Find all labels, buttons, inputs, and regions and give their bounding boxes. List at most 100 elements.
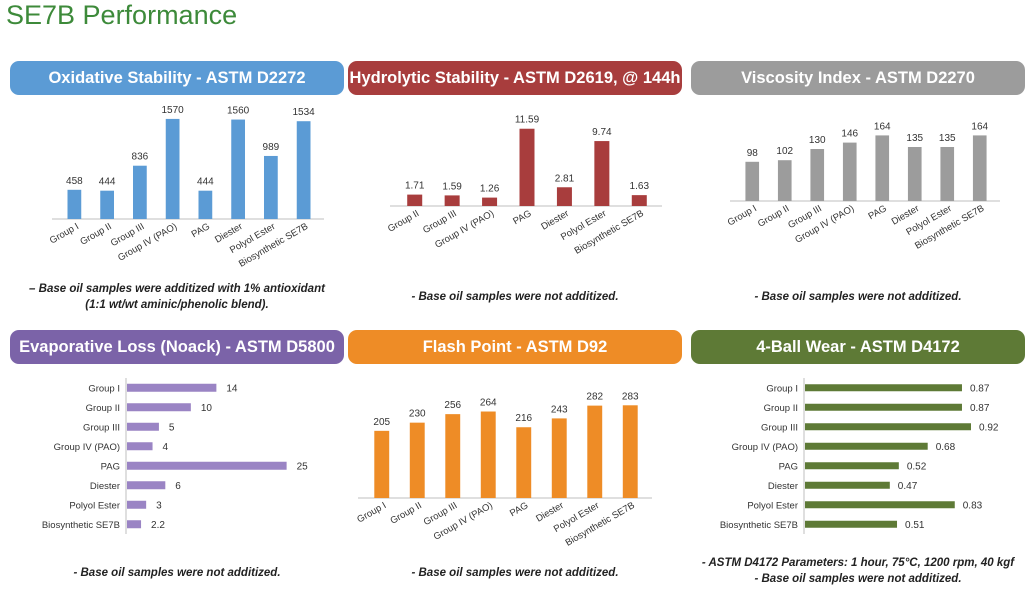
tick-label: Group II <box>389 500 424 527</box>
tick-label: Biosynthetic SE7B <box>42 520 120 531</box>
note-line: (1:1 wt/wt aminic/phenolic blend). <box>85 299 269 311</box>
data-label: 0.92 <box>979 422 999 433</box>
data-label: 135 <box>906 133 923 144</box>
data-label: 444 <box>197 177 214 188</box>
panel-note: - Base oil samples were not additized. <box>348 289 682 305</box>
data-label: 2.81 <box>555 173 575 184</box>
data-label: 4 <box>163 442 169 453</box>
bar <box>551 418 567 498</box>
page-title: SE7B Performance <box>6 0 238 30</box>
data-label: 1570 <box>162 105 185 116</box>
data-label: 989 <box>263 142 280 153</box>
bar <box>67 189 82 219</box>
tick-label: PAG <box>101 461 120 472</box>
bar <box>132 165 147 219</box>
tick-label: Group II <box>386 208 421 235</box>
tick-label: Group I <box>726 203 759 228</box>
panel-header: 4-Ball Wear - ASTM D4172 <box>691 330 1025 364</box>
note-line: - Base oil samples were not additized. <box>754 573 962 585</box>
bar <box>127 442 153 451</box>
bar <box>805 462 899 470</box>
data-label: 0.52 <box>907 461 927 472</box>
oxidative-stability-panel: Oxidative Stability - ASTM D2272 458 Grou… <box>10 61 344 311</box>
bar <box>296 121 311 219</box>
bar <box>127 461 287 470</box>
tick-label: Group II <box>764 403 798 414</box>
tick-label: Biosynthetic SE7B <box>573 208 646 257</box>
bar <box>622 405 638 498</box>
panel-header: Evaporative Loss (Noack) - ASTM D5800 <box>10 330 344 364</box>
bar <box>805 423 971 431</box>
data-label: 164 <box>874 121 891 132</box>
bar <box>100 190 115 219</box>
tick-label: Group IV (PAO) <box>732 442 798 453</box>
panel-header: Hydrolytic Stability - ASTM D2619, @ 144… <box>348 61 682 95</box>
bar <box>810 149 825 201</box>
data-label: 25 <box>297 461 309 472</box>
bar <box>631 195 647 206</box>
data-label: 1560 <box>227 106 250 117</box>
data-label: 0.87 <box>970 383 990 394</box>
data-label: 2.2 <box>151 520 165 531</box>
panel-header: Oxidative Stability - ASTM D2272 <box>10 61 344 95</box>
tick-label: Group II <box>86 403 120 414</box>
panel-note: - Base oil samples were not additized. <box>10 565 344 581</box>
data-label: 3 <box>156 500 162 511</box>
note-line: - Base oil samples were not additized. <box>411 291 619 303</box>
data-label: 243 <box>551 404 568 415</box>
data-label: 1.59 <box>442 181 462 192</box>
bar <box>940 147 955 201</box>
tick-label: Polyol Ester <box>69 500 120 511</box>
bar <box>805 384 962 392</box>
evaporative-loss-panel: Evaporative Loss (Noack) - ASTM D5800 Gr… <box>10 330 344 579</box>
data-label: 1.63 <box>630 181 650 192</box>
note-line: – Base oil samples were additized with 1… <box>29 283 325 295</box>
data-label: 14 <box>226 383 238 394</box>
data-label: 102 <box>776 146 793 157</box>
panel-note: - Base oil samples were not additized. <box>348 565 682 581</box>
bar <box>445 414 461 498</box>
bar <box>556 187 572 206</box>
bar <box>480 411 496 498</box>
note-line: - Base oil samples were not additized. <box>411 567 619 579</box>
data-label: 1.26 <box>480 184 500 195</box>
note-line: - Base oil samples were not additized. <box>754 291 962 303</box>
tick-label: Group III <box>761 422 798 433</box>
bar <box>374 430 390 498</box>
tick-label: PAG <box>779 461 798 472</box>
note-line: - Base oil samples were not additized. <box>73 567 281 579</box>
bar <box>875 135 890 201</box>
data-label: 256 <box>444 400 461 411</box>
tick-label: Group I <box>355 500 388 525</box>
four-ball-wear-panel: 4-Ball Wear - ASTM D4172 Group I 0.87 Grou… <box>691 330 1025 585</box>
tick-label: Group I <box>48 221 81 246</box>
tick-label: Group II <box>78 221 113 248</box>
bar <box>407 194 423 206</box>
bar <box>198 190 213 219</box>
panel-note: - Base oil samples were not additized. <box>691 289 1025 305</box>
data-label: 0.51 <box>905 520 925 531</box>
bar <box>907 147 922 201</box>
bar <box>516 427 532 498</box>
tick-label: Diester <box>768 481 798 492</box>
note-line: - ASTM D4172 Parameters: 1 hour, 75°C, 1… <box>701 557 1015 569</box>
bar <box>127 383 217 392</box>
bar <box>165 118 180 219</box>
bar <box>842 142 857 201</box>
tick-label: Group IV (PAO) <box>54 442 120 453</box>
data-label: 5 <box>169 422 175 433</box>
tick-label: Group I <box>766 383 798 394</box>
tick-label: Polyol Ester <box>747 500 798 511</box>
bar <box>587 405 603 498</box>
data-label: 836 <box>132 152 149 163</box>
data-label: 1.71 <box>405 181 425 192</box>
bar <box>805 481 890 489</box>
data-label: 6 <box>175 481 181 492</box>
tick-label: PAG <box>866 203 888 222</box>
tick-label: PAG <box>508 500 530 519</box>
data-label: 444 <box>99 177 116 188</box>
panel-header: Flash Point - ASTM D92 <box>348 330 682 364</box>
